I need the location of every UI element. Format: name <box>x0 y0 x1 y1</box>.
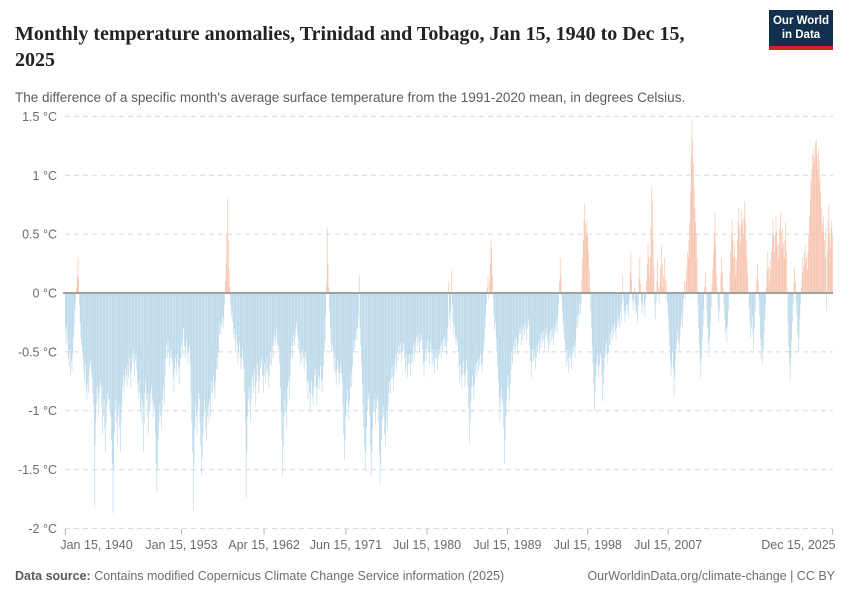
svg-text:1 °C: 1 °C <box>33 169 57 183</box>
owid-citation-link[interactable]: OurWorldinData.org/climate-change | CC B… <box>587 569 835 583</box>
data-source-text: Contains modified Copernicus Climate Cha… <box>90 569 505 583</box>
chart-footer: Data source: Contains modified Copernicu… <box>15 569 835 583</box>
anomaly-bars <box>65 119 833 514</box>
svg-text:Jun 15, 1971: Jun 15, 1971 <box>310 538 382 552</box>
svg-text:1.5 °C: 1.5 °C <box>22 110 57 124</box>
owid-logo-line1: Our World <box>772 15 829 27</box>
svg-text:Jul 15, 1980: Jul 15, 1980 <box>393 538 461 552</box>
svg-text:Jul 15, 1989: Jul 15, 1989 <box>473 538 541 552</box>
svg-text:-1 °C: -1 °C <box>28 404 57 418</box>
svg-text:-0.5 °C: -0.5 °C <box>18 345 57 359</box>
svg-text:Apr 15, 1962: Apr 15, 1962 <box>228 538 300 552</box>
owid-logo[interactable]: Our World in Data <box>769 10 833 50</box>
owid-logo-line2: in Data <box>781 29 821 41</box>
svg-text:Jan 15, 1953: Jan 15, 1953 <box>145 538 217 552</box>
svg-text:0 °C: 0 °C <box>33 287 57 301</box>
x-axis-ticks-and-labels: Jan 15, 1940 Jan 15, 1953 Apr 15, 1962 Jun … <box>60 529 836 552</box>
svg-text:0.5 °C: 0.5 °C <box>22 228 57 242</box>
data-source-label: Data source: <box>15 569 91 583</box>
svg-text:-1.5 °C: -1.5 °C <box>18 463 57 477</box>
chart-title: Monthly temperature anomalies, Trinidad … <box>15 23 685 72</box>
anomaly-bar-chart: 1.5 °C 1 °C 0.5 °C 0 °C -0.5 °C -1 °C -1.5 °C -… <box>18 110 836 552</box>
chart-subtitle: The difference of a specific month's ave… <box>15 89 686 105</box>
svg-text:-2 °C: -2 °C <box>28 522 57 536</box>
data-source-note: Data source: Contains modified Copernicu… <box>15 569 504 583</box>
svg-text:Jul 15, 1998: Jul 15, 1998 <box>554 538 622 552</box>
svg-text:Jul 15, 2007: Jul 15, 2007 <box>634 538 702 552</box>
svg-text:Jan 15, 1940: Jan 15, 1940 <box>60 538 132 552</box>
svg-text:Dec 15, 2025: Dec 15, 2025 <box>761 538 835 552</box>
y-axis-labels: 1.5 °C 1 °C 0.5 °C 0 °C -0.5 °C -1 °C -1.5 °C -… <box>18 110 57 536</box>
